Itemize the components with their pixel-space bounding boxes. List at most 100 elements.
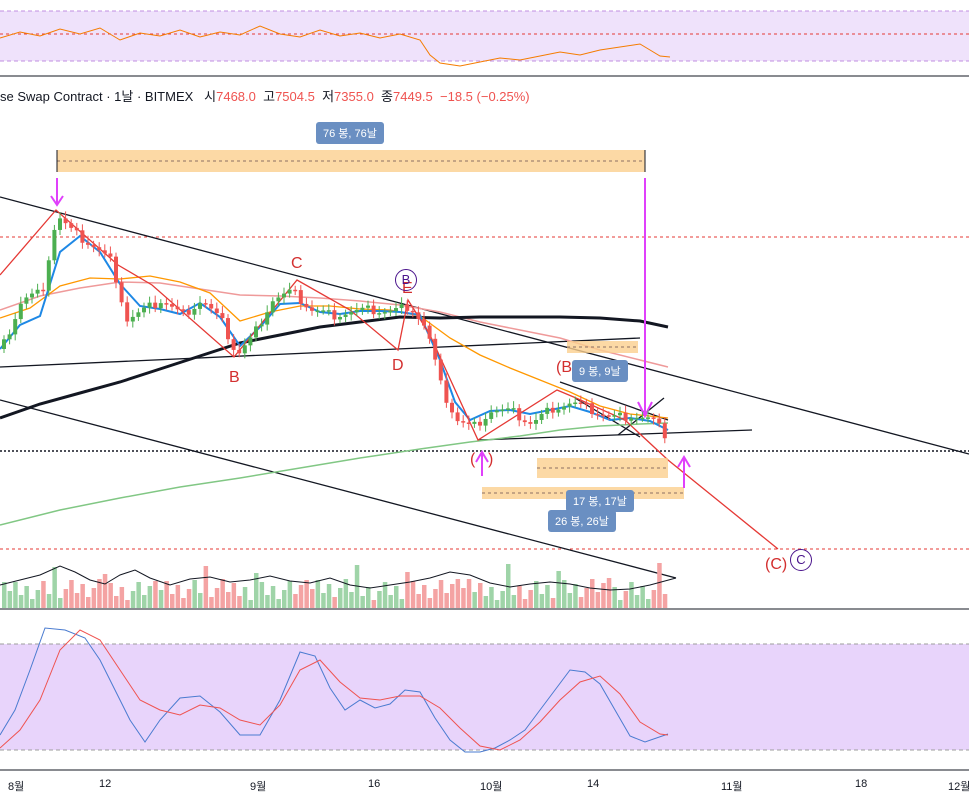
volume-bar	[209, 597, 214, 608]
volume-bar	[438, 580, 444, 608]
stoch-d-line	[0, 629, 669, 751]
candle-body	[13, 319, 18, 335]
volume-bar	[231, 583, 237, 608]
change-value: −18.5 (−0.25%)	[440, 89, 530, 104]
candle-body	[399, 304, 404, 309]
volume-bar	[265, 595, 270, 608]
candle-body	[629, 418, 634, 421]
candle-body	[371, 305, 376, 315]
main-chart	[0, 150, 969, 608]
candle-body	[276, 297, 281, 302]
volume-bar	[618, 600, 623, 608]
candle-body	[209, 303, 214, 309]
volume-bar	[147, 586, 153, 608]
volume-bar	[158, 590, 164, 608]
candle-body	[52, 229, 57, 261]
high-value: 7504.5	[275, 89, 315, 104]
wave-label-a-paren-close: )	[488, 451, 494, 468]
arrow-up-left-head	[475, 450, 489, 463]
candle-body	[366, 305, 370, 308]
candle-body	[186, 310, 191, 315]
volume-bar	[46, 594, 52, 608]
candle-body	[91, 244, 96, 248]
candle-body	[646, 417, 650, 419]
candle-body	[287, 289, 292, 294]
candle-body	[657, 418, 662, 424]
wave-label-c1: C	[291, 255, 303, 272]
candle-body	[2, 339, 6, 349]
candle-body	[102, 250, 107, 254]
candle-body	[136, 312, 141, 317]
volume-bar	[338, 588, 343, 608]
x-tick-5: 14	[587, 778, 600, 790]
candle-body	[354, 309, 359, 313]
volume-bar	[534, 581, 539, 608]
volume-bar	[478, 583, 483, 608]
candle-body	[332, 310, 337, 320]
candle-body	[203, 303, 208, 305]
candle-body	[466, 422, 471, 425]
volume-bar	[427, 598, 433, 608]
stoch-band	[0, 644, 969, 750]
candle-body	[455, 412, 460, 422]
magenta-arrows	[50, 178, 691, 488]
volume-bar	[214, 588, 220, 608]
trendline-upper	[0, 196, 969, 455]
volume-bar	[455, 579, 461, 608]
candle-body	[450, 402, 454, 413]
candle-body	[612, 415, 617, 417]
ema-fast-line	[0, 234, 669, 431]
volume-bar	[142, 595, 147, 608]
candle-body	[298, 290, 303, 304]
volume-bar	[18, 595, 24, 608]
candle-body	[517, 408, 522, 421]
volume-bar	[136, 582, 141, 608]
arrow-long-down-head	[637, 401, 653, 419]
volume-bar	[153, 581, 158, 608]
volume-bar	[573, 584, 578, 608]
volume-bar	[69, 580, 74, 608]
volume-bar	[298, 585, 304, 608]
candle-body	[97, 247, 102, 251]
candle-body	[433, 338, 438, 360]
volume-bar	[422, 585, 427, 608]
volume-bar	[640, 586, 645, 608]
candle-body	[438, 359, 443, 381]
volume-bar	[433, 589, 438, 608]
candle-body	[265, 312, 270, 325]
candle-body	[590, 403, 594, 414]
volume-bar	[629, 582, 634, 608]
volume-bar	[349, 592, 354, 608]
volume-bar	[203, 566, 209, 608]
volume-bar	[416, 594, 421, 608]
candle-body	[293, 289, 298, 292]
candle-body	[270, 301, 275, 313]
volume-bar	[522, 599, 528, 608]
x-tick-3: 16	[368, 778, 381, 790]
high-label: 고	[263, 89, 276, 104]
volume-bar	[86, 597, 91, 608]
volume-bar	[175, 585, 181, 608]
candle-body	[86, 242, 90, 245]
trendline-triangle-bottom	[477, 429, 753, 441]
volume-bar	[287, 581, 293, 608]
candle-body	[578, 402, 583, 405]
candle-body	[483, 418, 488, 426]
volume-bar	[394, 586, 399, 608]
volume-bar	[506, 564, 511, 608]
candle-body	[130, 316, 135, 322]
volume-bar	[483, 596, 489, 608]
candle-body	[7, 334, 12, 340]
candle-body	[181, 309, 186, 311]
volume-bar	[343, 579, 349, 608]
rsi-band	[0, 11, 969, 61]
arrow-up-right-head	[677, 455, 691, 468]
volume-bar	[377, 591, 382, 608]
volume-bar	[164, 581, 169, 608]
candle-body	[74, 227, 79, 231]
candle-body	[30, 293, 34, 298]
candle-body	[226, 318, 230, 340]
volume-bar	[371, 600, 377, 608]
candle-body	[360, 307, 365, 310]
